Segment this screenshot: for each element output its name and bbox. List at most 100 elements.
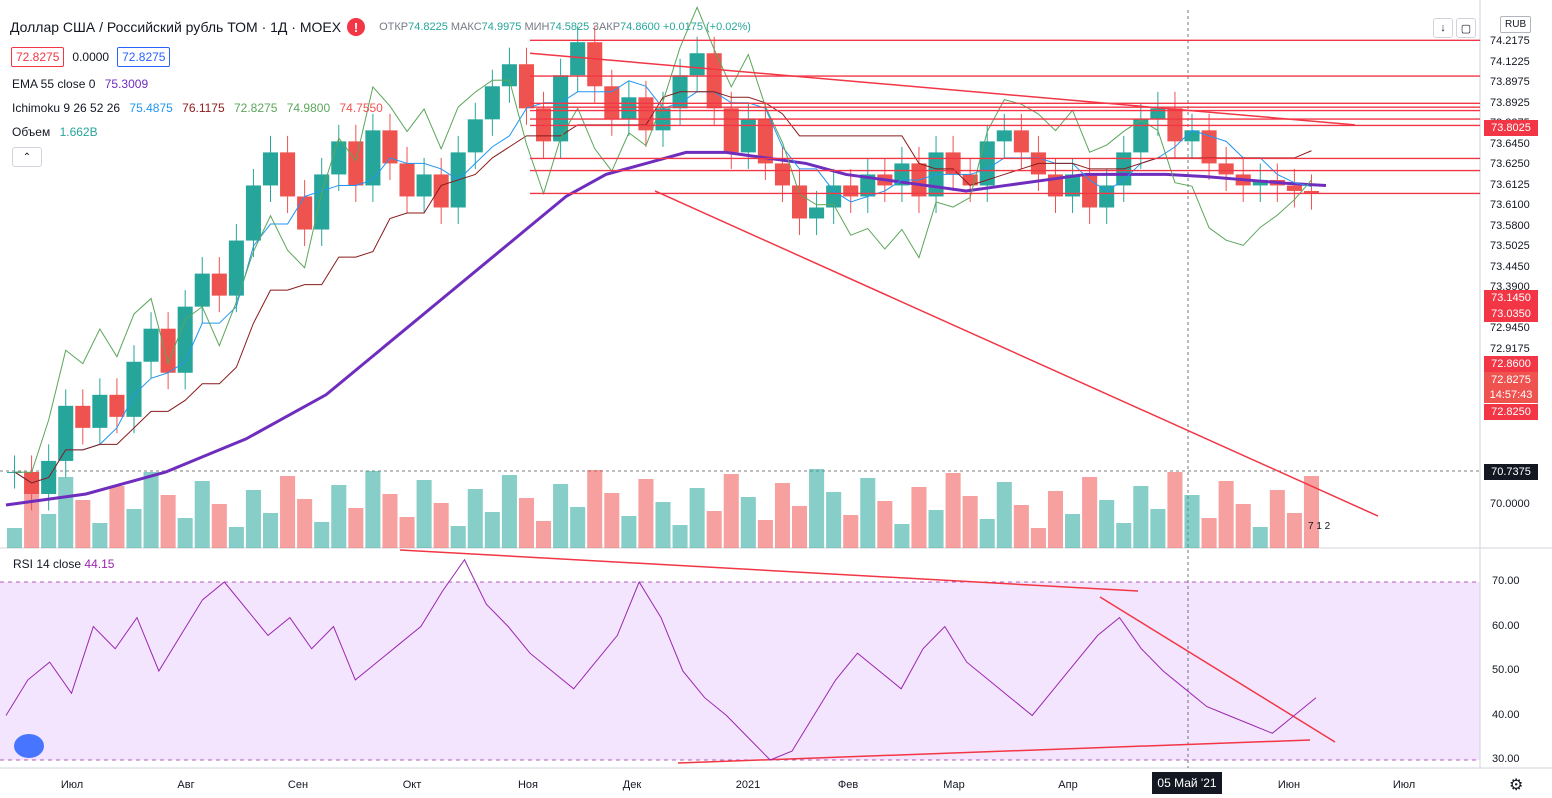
bar-countdown: 14:57:43 xyxy=(1484,387,1538,403)
volume-bar xyxy=(621,516,637,548)
volume-bar xyxy=(689,488,705,548)
arrow-down-icon[interactable]: ↓ xyxy=(1433,18,1453,38)
rsi-legend[interactable]: RSI 14 close 44.15 xyxy=(13,557,114,571)
candle-body xyxy=(1184,130,1200,142)
volume-bar xyxy=(962,496,978,548)
volume-bar xyxy=(228,527,244,548)
maximize-icon[interactable]: ▢ xyxy=(1456,18,1476,38)
volume-bar xyxy=(791,506,808,548)
volume-bar xyxy=(331,485,347,548)
volume-badge: 7 1 2 xyxy=(1308,521,1331,532)
time-tick-label: Фев xyxy=(837,779,859,791)
volume-name: Объем xyxy=(12,125,51,139)
sell-price-button[interactable]: 72.8275 xyxy=(11,47,65,67)
gear-icon[interactable]: ⚙ xyxy=(1509,777,1524,794)
bid-ask-boxes: 72.8275 0.0000 72.8275 xyxy=(11,47,171,67)
volume-bar xyxy=(450,526,466,548)
rsi-trendline-upper xyxy=(399,549,1139,592)
volume-bar xyxy=(1013,505,1029,548)
candle-body xyxy=(1252,179,1268,186)
volume-bar xyxy=(894,524,910,548)
volume-bar xyxy=(774,483,790,548)
candle-body xyxy=(160,328,176,373)
volume-bar xyxy=(245,490,261,548)
time-tick-label: Авг xyxy=(177,779,195,791)
tradingview-logo-icon[interactable] xyxy=(14,734,44,758)
time-tick-label: Окт xyxy=(402,779,422,791)
volume-bar xyxy=(604,493,620,548)
rsi-tick-label: 40.00 xyxy=(1492,708,1520,721)
candle-body xyxy=(826,185,842,208)
volume-bar xyxy=(570,507,586,548)
volume-bar xyxy=(194,481,210,548)
kijun-value: 76.1175 xyxy=(182,101,225,115)
rsi-trendline-down xyxy=(1099,596,1336,743)
rsi-band xyxy=(0,582,1480,760)
price-tick-label: 72.9175 xyxy=(1490,342,1530,355)
candle-body xyxy=(1303,190,1319,194)
time-tick-label: Сен xyxy=(287,779,309,791)
volume-bar xyxy=(672,525,688,548)
ema-legend[interactable]: EMA 55 close 0 75.3009 xyxy=(12,77,154,91)
candle-body xyxy=(962,174,978,186)
volume-bar xyxy=(706,511,722,548)
candle-body xyxy=(211,273,227,296)
chart-header: Доллар США / Российский рубль ТОМ · 1Д ·… xyxy=(10,18,751,36)
volume-legend[interactable]: Объем 1.662B xyxy=(12,125,104,139)
volume-bar xyxy=(399,517,415,548)
volume-bar xyxy=(365,471,381,548)
rsi-name: RSI 14 close xyxy=(13,557,82,571)
price-tick-label: 73.6250 xyxy=(1490,158,1530,170)
price-tick-label: 73.6450 xyxy=(1490,137,1530,150)
volume-bar xyxy=(75,500,91,548)
candle-body xyxy=(979,141,995,186)
volume-bar xyxy=(1065,514,1081,548)
candle-body xyxy=(399,163,415,197)
volume-bar xyxy=(433,503,449,548)
symbol-title[interactable]: Доллар США / Российский рубль ТОМ · 1Д ·… xyxy=(10,19,342,35)
candle-body xyxy=(774,163,790,186)
volume-bar xyxy=(911,487,927,548)
volume-bar xyxy=(723,474,739,548)
volume-bar xyxy=(1218,481,1234,548)
candle-body xyxy=(1201,130,1217,164)
volume-bar xyxy=(1082,477,1098,548)
price-tick-label: 74.2175 xyxy=(1490,35,1530,47)
candle-body xyxy=(1013,130,1029,153)
candle-body xyxy=(723,108,739,153)
candle-body xyxy=(1065,174,1081,197)
volume-bar xyxy=(1252,527,1268,548)
candle-body xyxy=(570,42,586,76)
ichimoku-legend[interactable]: Ichimoku 9 26 52 26 75.4875 76.1175 72.8… xyxy=(12,101,389,115)
price-tick-label: 73.5025 xyxy=(1490,240,1530,252)
volume-bar xyxy=(826,492,842,548)
rsi-value: 44.15 xyxy=(84,557,115,571)
ohlc-readout: ОТКР74.8225 МАКС74.9975 МИН74.5825 ЗАКР7… xyxy=(379,21,751,33)
price-pane xyxy=(0,0,1480,548)
candle-body xyxy=(314,174,330,230)
volume-bar xyxy=(1303,476,1319,548)
candle-body xyxy=(809,207,825,219)
volume-bar xyxy=(638,479,654,548)
price-tag-red: 72.8600 xyxy=(1484,356,1538,372)
rsi-tick-label: 50.00 xyxy=(1492,664,1520,676)
volume-bar xyxy=(945,473,961,548)
time-tick-label: Дек xyxy=(622,779,642,791)
candle-body xyxy=(58,405,74,461)
candle-body xyxy=(638,97,654,131)
volume-bar xyxy=(843,515,859,548)
chikou-value: 72.8275 xyxy=(234,101,278,115)
volume-bar xyxy=(1235,504,1251,548)
candle-body xyxy=(996,130,1012,142)
price-tag-red: 73.1450 xyxy=(1484,290,1538,306)
candle-body xyxy=(757,119,773,164)
currency-button[interactable]: RUB xyxy=(1500,16,1532,33)
candle-body xyxy=(1286,185,1302,191)
trendline-lower xyxy=(654,190,1379,517)
collapse-legend-button[interactable]: ⌃ xyxy=(12,147,42,167)
buy-price-button[interactable]: 72.8275 xyxy=(117,47,171,67)
price-tag-red: 73.8025 xyxy=(1484,120,1538,136)
warning-icon[interactable]: ! xyxy=(347,18,366,36)
